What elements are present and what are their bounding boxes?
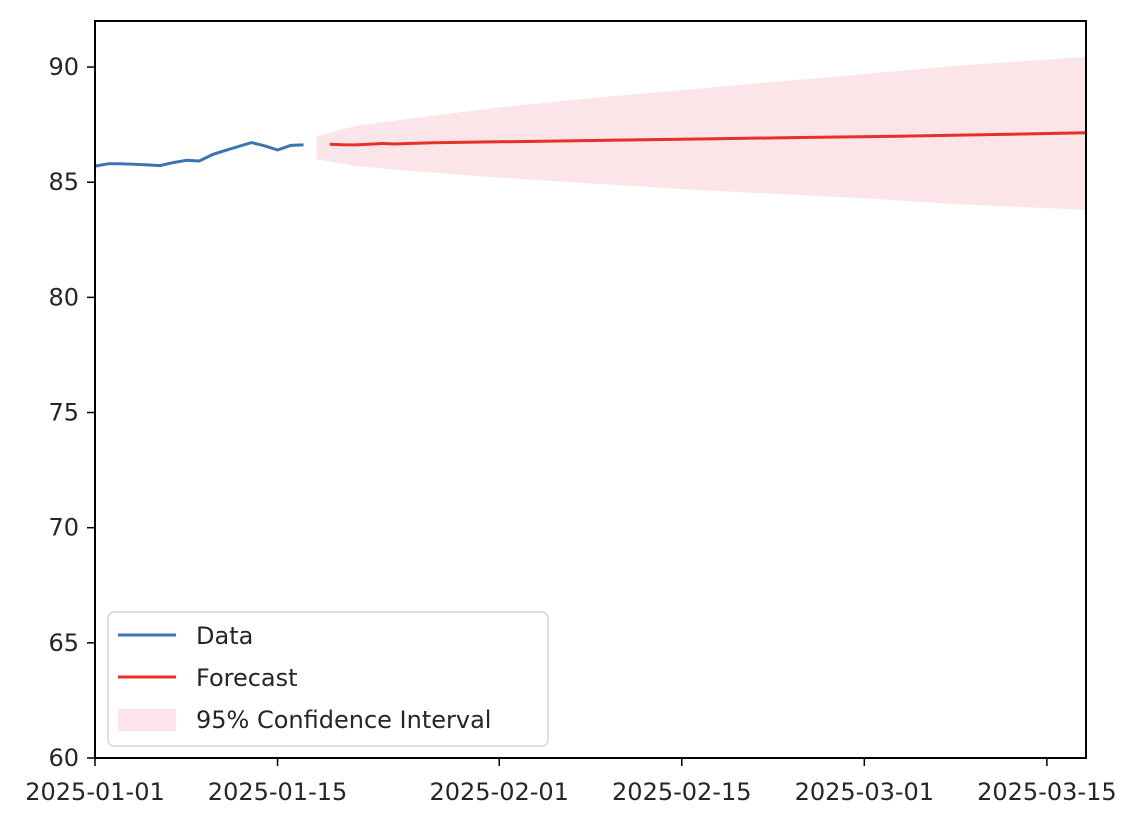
x-tick-label: 2025-02-01 (429, 778, 568, 806)
legend-label-ci: 95% Confidence Interval (196, 706, 491, 734)
y-tick-label: 90 (48, 53, 79, 81)
legend-swatch-ci (118, 709, 176, 731)
series-layer (94, 131, 1087, 168)
x-axis: 2025-01-01 2025-01-15 2025-02-01 2025-02-15… (25, 758, 1117, 806)
confidence-interval-layer (316, 56, 1086, 210)
y-tick-label: 80 (48, 283, 79, 311)
plot-frame (94, 20, 1087, 759)
series-line-data (94, 141, 304, 168)
legend-label-data: Data (196, 622, 253, 650)
y-tick-label: 70 (48, 514, 79, 542)
legend-box (107, 611, 549, 747)
x-tick-label: 2025-03-15 (977, 778, 1116, 806)
y-tick-label: 65 (48, 629, 79, 657)
x-tick-label: 2025-01-01 (25, 778, 164, 806)
y-tick-label: 85 (48, 168, 79, 196)
x-tick-label: 2025-01-15 (208, 778, 347, 806)
confidence-interval-band (316, 56, 1086, 210)
y-tick-label: 75 (48, 399, 79, 427)
y-tick-label: 60 (48, 744, 79, 772)
y-axis: 60 65 70 75 80 85 90 (48, 53, 95, 772)
legend-label-forecast: Forecast (196, 664, 298, 692)
series-line-forecast (329, 131, 1087, 147)
legend: Data Forecast 95% Confidence Interval (107, 611, 549, 747)
x-tick-label: 2025-02-15 (612, 778, 751, 806)
x-tick-label: 2025-03-01 (795, 778, 934, 806)
